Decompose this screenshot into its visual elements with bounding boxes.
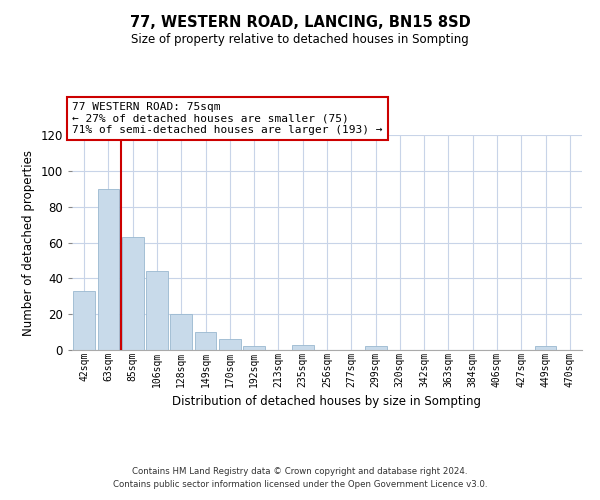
Bar — [535, 346, 556, 350]
Y-axis label: Number of detached properties: Number of detached properties — [22, 150, 35, 336]
Bar — [97, 188, 119, 350]
Bar — [365, 346, 386, 350]
Text: 77 WESTERN ROAD: 75sqm
← 27% of detached houses are smaller (75)
71% of semi-det: 77 WESTERN ROAD: 75sqm ← 27% of detached… — [72, 102, 383, 135]
Bar — [219, 339, 241, 350]
X-axis label: Distribution of detached houses by size in Sompting: Distribution of detached houses by size … — [173, 395, 482, 408]
Bar — [243, 346, 265, 350]
Text: Size of property relative to detached houses in Sompting: Size of property relative to detached ho… — [131, 32, 469, 46]
Bar — [122, 237, 143, 350]
Bar — [146, 271, 168, 350]
Bar — [73, 291, 95, 350]
Text: Contains HM Land Registry data © Crown copyright and database right 2024.
Contai: Contains HM Land Registry data © Crown c… — [113, 468, 487, 489]
Bar — [194, 332, 217, 350]
Text: 77, WESTERN ROAD, LANCING, BN15 8SD: 77, WESTERN ROAD, LANCING, BN15 8SD — [130, 15, 470, 30]
Bar — [292, 344, 314, 350]
Bar — [170, 314, 192, 350]
